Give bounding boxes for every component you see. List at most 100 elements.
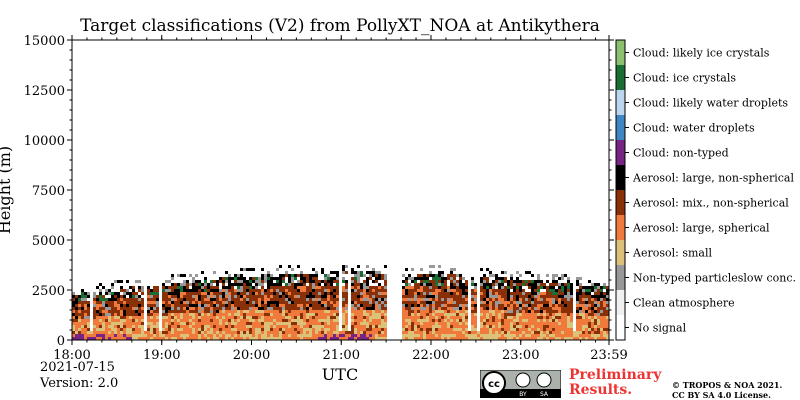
heatmap-cell [276, 310, 279, 313]
heatmap-cell [75, 307, 78, 310]
heatmap-cell [306, 283, 309, 286]
heatmap-cell [204, 301, 207, 304]
heatmap-cell [522, 337, 525, 340]
heatmap-cell [150, 304, 153, 307]
heatmap-cell [249, 319, 252, 322]
heatmap-cell [423, 298, 426, 301]
heatmap-cell [138, 316, 141, 319]
heatmap-cell [594, 292, 597, 295]
heatmap-cell [348, 271, 351, 274]
heatmap-cell [243, 316, 246, 319]
heatmap-cell [489, 307, 492, 310]
heatmap-cell [456, 274, 459, 277]
heatmap-cell [168, 337, 171, 340]
heatmap-cell [351, 325, 354, 328]
heatmap-cell [360, 274, 363, 277]
heatmap-cell [159, 280, 162, 283]
heatmap-cell [102, 286, 105, 289]
heatmap-cell [432, 313, 435, 316]
x-tick-label: 23:59 [590, 348, 627, 363]
heatmap-cell [531, 295, 534, 298]
heatmap-cell [531, 274, 534, 277]
heatmap-cell [363, 280, 366, 283]
heatmap-cell [243, 319, 246, 322]
heatmap-cell [372, 280, 375, 283]
heatmap-cell [246, 313, 249, 316]
heatmap-cell [516, 316, 519, 319]
heatmap-cell [294, 286, 297, 289]
heatmap-cell [426, 274, 429, 277]
heatmap-cell [339, 295, 342, 298]
heatmap-cell [573, 289, 576, 292]
heatmap-cell [321, 280, 324, 283]
heatmap-cell [363, 295, 366, 298]
heatmap-cell [120, 328, 123, 331]
heatmap-cell [585, 325, 588, 328]
heatmap-cell [384, 274, 387, 277]
heatmap-cell [168, 301, 171, 304]
heatmap-cell [168, 328, 171, 331]
heatmap-cell [294, 331, 297, 334]
x-tick-label: 23:00 [502, 348, 539, 363]
heatmap-cell [165, 337, 168, 340]
heatmap-cell [546, 283, 549, 286]
heatmap-cell [129, 289, 132, 292]
heatmap-cell [351, 331, 354, 334]
heatmap-cell [162, 322, 165, 325]
heatmap-cell [207, 286, 210, 289]
heatmap-cell [492, 295, 495, 298]
heatmap-cell [375, 310, 378, 313]
heatmap-cell [81, 298, 84, 301]
heatmap-cell [447, 283, 450, 286]
heatmap-cell [261, 295, 264, 298]
heatmap-cell [93, 304, 96, 307]
heatmap-cell [306, 322, 309, 325]
heatmap-cell [252, 289, 255, 292]
heatmap-cell [354, 328, 357, 331]
heatmap-cell [339, 298, 342, 301]
heatmap-cell [528, 331, 531, 334]
heatmap-cell [159, 277, 162, 280]
heatmap-cell [219, 334, 222, 337]
heatmap-cell [597, 328, 600, 331]
heatmap-cell [432, 280, 435, 283]
heatmap-cell [510, 286, 513, 289]
heatmap-cell [477, 298, 480, 301]
heatmap-cell [300, 316, 303, 319]
heatmap-cell [228, 301, 231, 304]
cc-license-badge[interactable]: cc BY SA [480, 370, 561, 398]
heatmap-cell [111, 301, 114, 304]
heatmap-cell [375, 307, 378, 310]
heatmap-cell [312, 304, 315, 307]
heatmap-cell [333, 337, 336, 340]
heatmap-cell [417, 280, 420, 283]
heatmap-cell [243, 280, 246, 283]
heatmap-cell [87, 298, 90, 301]
heatmap-cell [474, 280, 477, 283]
heatmap-cell [522, 283, 525, 286]
heatmap-cell [411, 337, 414, 340]
heatmap-cell [252, 280, 255, 283]
heatmap-cell [255, 337, 258, 340]
heatmap-cell [486, 337, 489, 340]
heatmap-cell [456, 325, 459, 328]
heatmap-cell [486, 289, 489, 292]
heatmap-cell [237, 301, 240, 304]
heatmap-cell [330, 286, 333, 289]
heatmap-cell [480, 283, 483, 286]
heatmap-cell [468, 304, 471, 307]
heatmap-cell [177, 283, 180, 286]
heatmap-cell [546, 337, 549, 340]
heatmap-cell [540, 295, 543, 298]
heatmap-cell [327, 304, 330, 307]
heatmap-cell [120, 322, 123, 325]
heatmap-cell [327, 331, 330, 334]
heatmap-cell [429, 286, 432, 289]
heatmap-cell [381, 298, 384, 301]
heatmap-cell [225, 271, 228, 274]
heatmap-cell [453, 313, 456, 316]
heatmap-cell [156, 298, 159, 301]
heatmap-cell [183, 283, 186, 286]
heatmap-cell [147, 337, 150, 340]
heatmap-cell [288, 280, 291, 283]
